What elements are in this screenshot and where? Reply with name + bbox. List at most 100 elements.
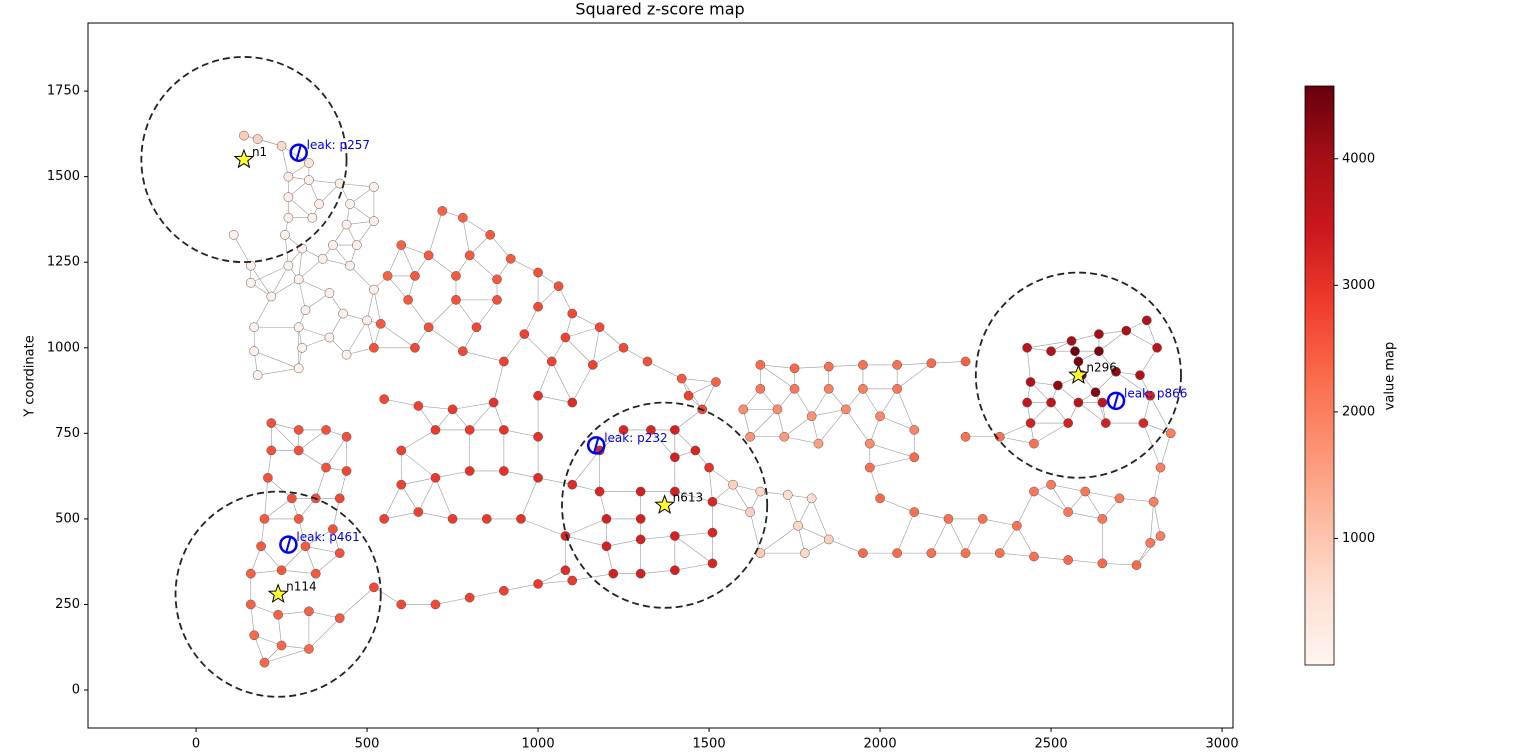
pipe bbox=[794, 388, 812, 417]
pipe bbox=[298, 258, 323, 280]
node bbox=[1155, 462, 1166, 473]
pipe bbox=[606, 539, 641, 547]
node bbox=[1094, 346, 1104, 357]
node bbox=[594, 486, 605, 497]
node bbox=[1080, 486, 1091, 497]
node bbox=[618, 425, 629, 435]
leak-marker-bar bbox=[295, 145, 302, 160]
pipe bbox=[332, 498, 341, 530]
node bbox=[533, 267, 543, 278]
pipe bbox=[271, 265, 289, 297]
pipe bbox=[811, 498, 830, 540]
node bbox=[451, 295, 461, 305]
node bbox=[457, 212, 468, 223]
pipe bbox=[797, 525, 829, 540]
pipe bbox=[298, 429, 327, 451]
pipe bbox=[520, 477, 539, 520]
node bbox=[1063, 555, 1074, 565]
leak-label: leak: p866 bbox=[1124, 386, 1187, 400]
pipe bbox=[1146, 320, 1158, 348]
node bbox=[341, 349, 352, 360]
pipe bbox=[572, 313, 600, 328]
pipe bbox=[708, 467, 734, 485]
pipe bbox=[349, 186, 375, 205]
pipe bbox=[253, 296, 272, 328]
pipe bbox=[250, 265, 289, 284]
node bbox=[351, 240, 362, 250]
pipe bbox=[462, 350, 504, 362]
pipe bbox=[428, 210, 443, 256]
pipe bbox=[349, 265, 375, 290]
node bbox=[256, 541, 266, 552]
pipe bbox=[1149, 395, 1172, 434]
pipe bbox=[931, 361, 966, 364]
sensor-star bbox=[1068, 364, 1089, 384]
node bbox=[1135, 370, 1145, 381]
node bbox=[321, 425, 331, 435]
y-tick-label: 1250 bbox=[47, 255, 80, 270]
y-tick-label: 750 bbox=[55, 426, 80, 441]
pipe bbox=[869, 443, 915, 458]
pipe bbox=[1149, 501, 1154, 543]
pipe bbox=[250, 569, 282, 574]
pipe bbox=[896, 511, 915, 554]
pipe bbox=[681, 378, 716, 383]
node bbox=[755, 360, 766, 370]
pipe bbox=[387, 275, 409, 301]
node bbox=[646, 425, 656, 435]
pipe bbox=[1033, 556, 1069, 561]
colorbar-label: value map bbox=[1383, 342, 1398, 411]
node bbox=[307, 212, 318, 223]
pipe bbox=[650, 429, 676, 458]
pipe bbox=[538, 477, 573, 485]
node bbox=[1022, 342, 1032, 353]
pipe bbox=[277, 614, 282, 646]
colorbar-tick-label: 3000 bbox=[1342, 278, 1375, 293]
pipe bbox=[760, 364, 795, 390]
pipe bbox=[1160, 433, 1172, 468]
node bbox=[413, 401, 424, 411]
pipe bbox=[250, 604, 255, 636]
node bbox=[293, 514, 304, 524]
node bbox=[245, 568, 256, 579]
node bbox=[642, 356, 653, 367]
pipe bbox=[298, 326, 330, 338]
pipe bbox=[784, 436, 819, 444]
pipe bbox=[551, 361, 573, 403]
colorbar-tick-label: 2000 bbox=[1342, 404, 1375, 419]
y-tick-label: 500 bbox=[55, 511, 80, 526]
pipe bbox=[760, 525, 799, 554]
node bbox=[567, 397, 578, 408]
pipe bbox=[1095, 392, 1107, 424]
pipe bbox=[1033, 491, 1069, 513]
pipe bbox=[366, 289, 375, 321]
node bbox=[789, 383, 800, 394]
leak-marker bbox=[586, 436, 606, 455]
pipe bbox=[298, 279, 330, 294]
leak-marker bbox=[289, 143, 308, 162]
node bbox=[738, 404, 749, 415]
pipe bbox=[254, 350, 299, 369]
pipe bbox=[674, 532, 713, 537]
pipe bbox=[896, 362, 932, 390]
node bbox=[1097, 397, 1108, 408]
node bbox=[369, 182, 379, 192]
pipe bbox=[387, 244, 402, 277]
node bbox=[711, 377, 721, 387]
pipe bbox=[462, 217, 491, 236]
node bbox=[823, 361, 834, 372]
plot-frame bbox=[87, 22, 1234, 729]
node bbox=[379, 514, 390, 524]
pipe bbox=[999, 436, 1035, 444]
node bbox=[259, 657, 270, 668]
pipe bbox=[524, 306, 539, 335]
pipe bbox=[260, 546, 282, 571]
pipe bbox=[435, 470, 470, 479]
x-tick-label: 0 bbox=[192, 737, 200, 752]
node bbox=[909, 425, 920, 435]
node bbox=[892, 383, 903, 394]
pipe bbox=[1033, 422, 1069, 444]
node bbox=[447, 514, 458, 524]
node bbox=[779, 431, 790, 442]
node bbox=[396, 445, 407, 456]
